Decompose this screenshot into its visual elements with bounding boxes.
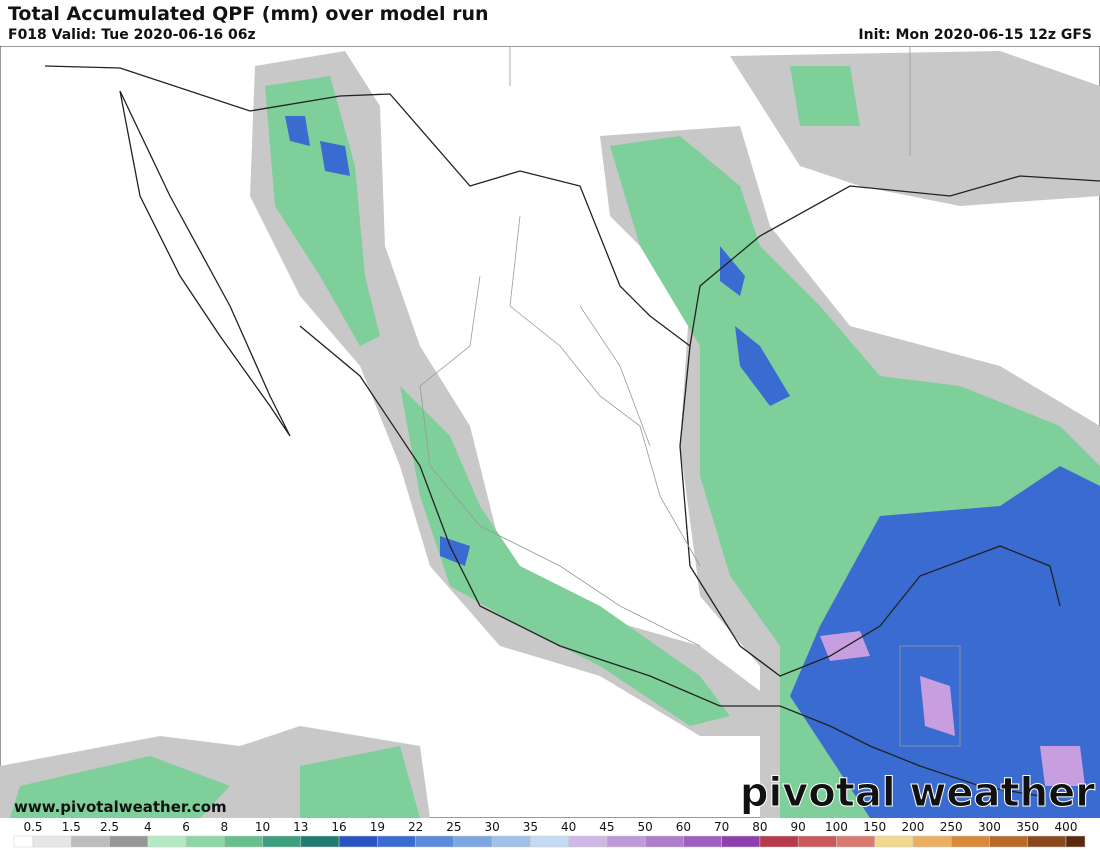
colorbar-label: 0.5	[23, 820, 42, 834]
colorbar-label: 13	[293, 820, 308, 834]
colorbar-label: 300	[978, 820, 1001, 834]
colorbar-label: 10	[255, 820, 270, 834]
colorbar-swatch	[683, 835, 722, 848]
colorbar-swatch	[644, 835, 684, 848]
logo: pivotal weather	[740, 770, 1095, 816]
colorbar-swatch	[759, 835, 799, 848]
colorbar-swatch	[185, 835, 225, 848]
coastline	[44, 65, 1100, 797]
colorbar-swatch	[836, 835, 875, 848]
colorbar-label: 50	[638, 820, 653, 834]
website: www.pivotalweather.com	[14, 798, 227, 816]
valid-time: F018 Valid: Tue 2020-06-16 06z	[8, 27, 256, 43]
colorbar-swatch	[1065, 835, 1086, 848]
colorbar-label: 400	[1055, 820, 1078, 834]
colorbar-swatch	[491, 835, 531, 848]
state-borders	[419, 46, 961, 747]
colorbar-swatch	[950, 835, 990, 848]
colorbar-swatch	[989, 835, 1028, 848]
colorbar-label: 4	[144, 820, 152, 834]
colorbar-label: 6	[182, 820, 190, 834]
map: pivotal weather www.pivotalweather.com	[0, 46, 1100, 818]
colorbar-swatch	[13, 835, 34, 848]
colorbar-swatch	[874, 835, 914, 848]
colorbar-label: 8	[220, 820, 228, 834]
colorbar-label: 350	[1016, 820, 1039, 834]
colorbar-swatch	[338, 835, 378, 848]
colorbar-label: 45	[599, 820, 614, 834]
title: Total Accumulated QPF (mm) over model ru…	[8, 3, 489, 25]
colorbar-label: 150	[863, 820, 886, 834]
colorbar-label: 35	[523, 820, 538, 834]
colorbar-swatch	[721, 835, 761, 848]
colorbar-label: 2.5	[100, 820, 119, 834]
colorbar-label: 25	[446, 820, 461, 834]
colorbar-swatch	[300, 835, 340, 848]
colorbar-label: 90	[791, 820, 806, 834]
colorbar-label: 16	[331, 820, 346, 834]
colorbar-swatch	[377, 835, 416, 848]
colorbar-label: 40	[561, 820, 576, 834]
colorbar-swatch	[109, 835, 149, 848]
colorbar-swatch	[262, 835, 302, 848]
colorbar-label: 60	[676, 820, 691, 834]
colorbar-label: 250	[940, 820, 963, 834]
colorbar-swatch	[1027, 835, 1067, 848]
colorbar-label: 80	[752, 820, 767, 834]
init-time: Init: Mon 2020-06-15 12z GFS	[858, 27, 1092, 43]
precip-purple	[820, 631, 1085, 786]
colorbar-swatch	[32, 835, 72, 848]
colorbar-label: 70	[714, 820, 729, 834]
colorbar-label: 100	[825, 820, 848, 834]
colorbar-label: 30	[484, 820, 499, 834]
colorbar: 0.5 1.5 2.5 4 6 8 10 13 16 19 22 25 30 35 40 45 50 60 70 80…	[13, 820, 1086, 848]
colorbar-label: 1.5	[62, 820, 81, 834]
precip-blue	[285, 116, 1100, 818]
colorbar-swatch	[147, 835, 187, 848]
colorbar-swatch	[568, 835, 608, 848]
colorbar-swatch	[606, 835, 646, 848]
colorbar-swatch	[912, 835, 952, 848]
colorbar-label: 200	[902, 820, 925, 834]
colorbar-swatch	[797, 835, 837, 848]
colorbar-label: 19	[370, 820, 385, 834]
colorbar-label: 22	[408, 820, 423, 834]
colorbar-swatch	[415, 835, 455, 848]
colorbar-swatch	[224, 835, 263, 848]
colorbar-swatch	[453, 835, 493, 848]
colorbar-swatch	[530, 835, 569, 848]
colorbar-swatch	[71, 835, 110, 848]
